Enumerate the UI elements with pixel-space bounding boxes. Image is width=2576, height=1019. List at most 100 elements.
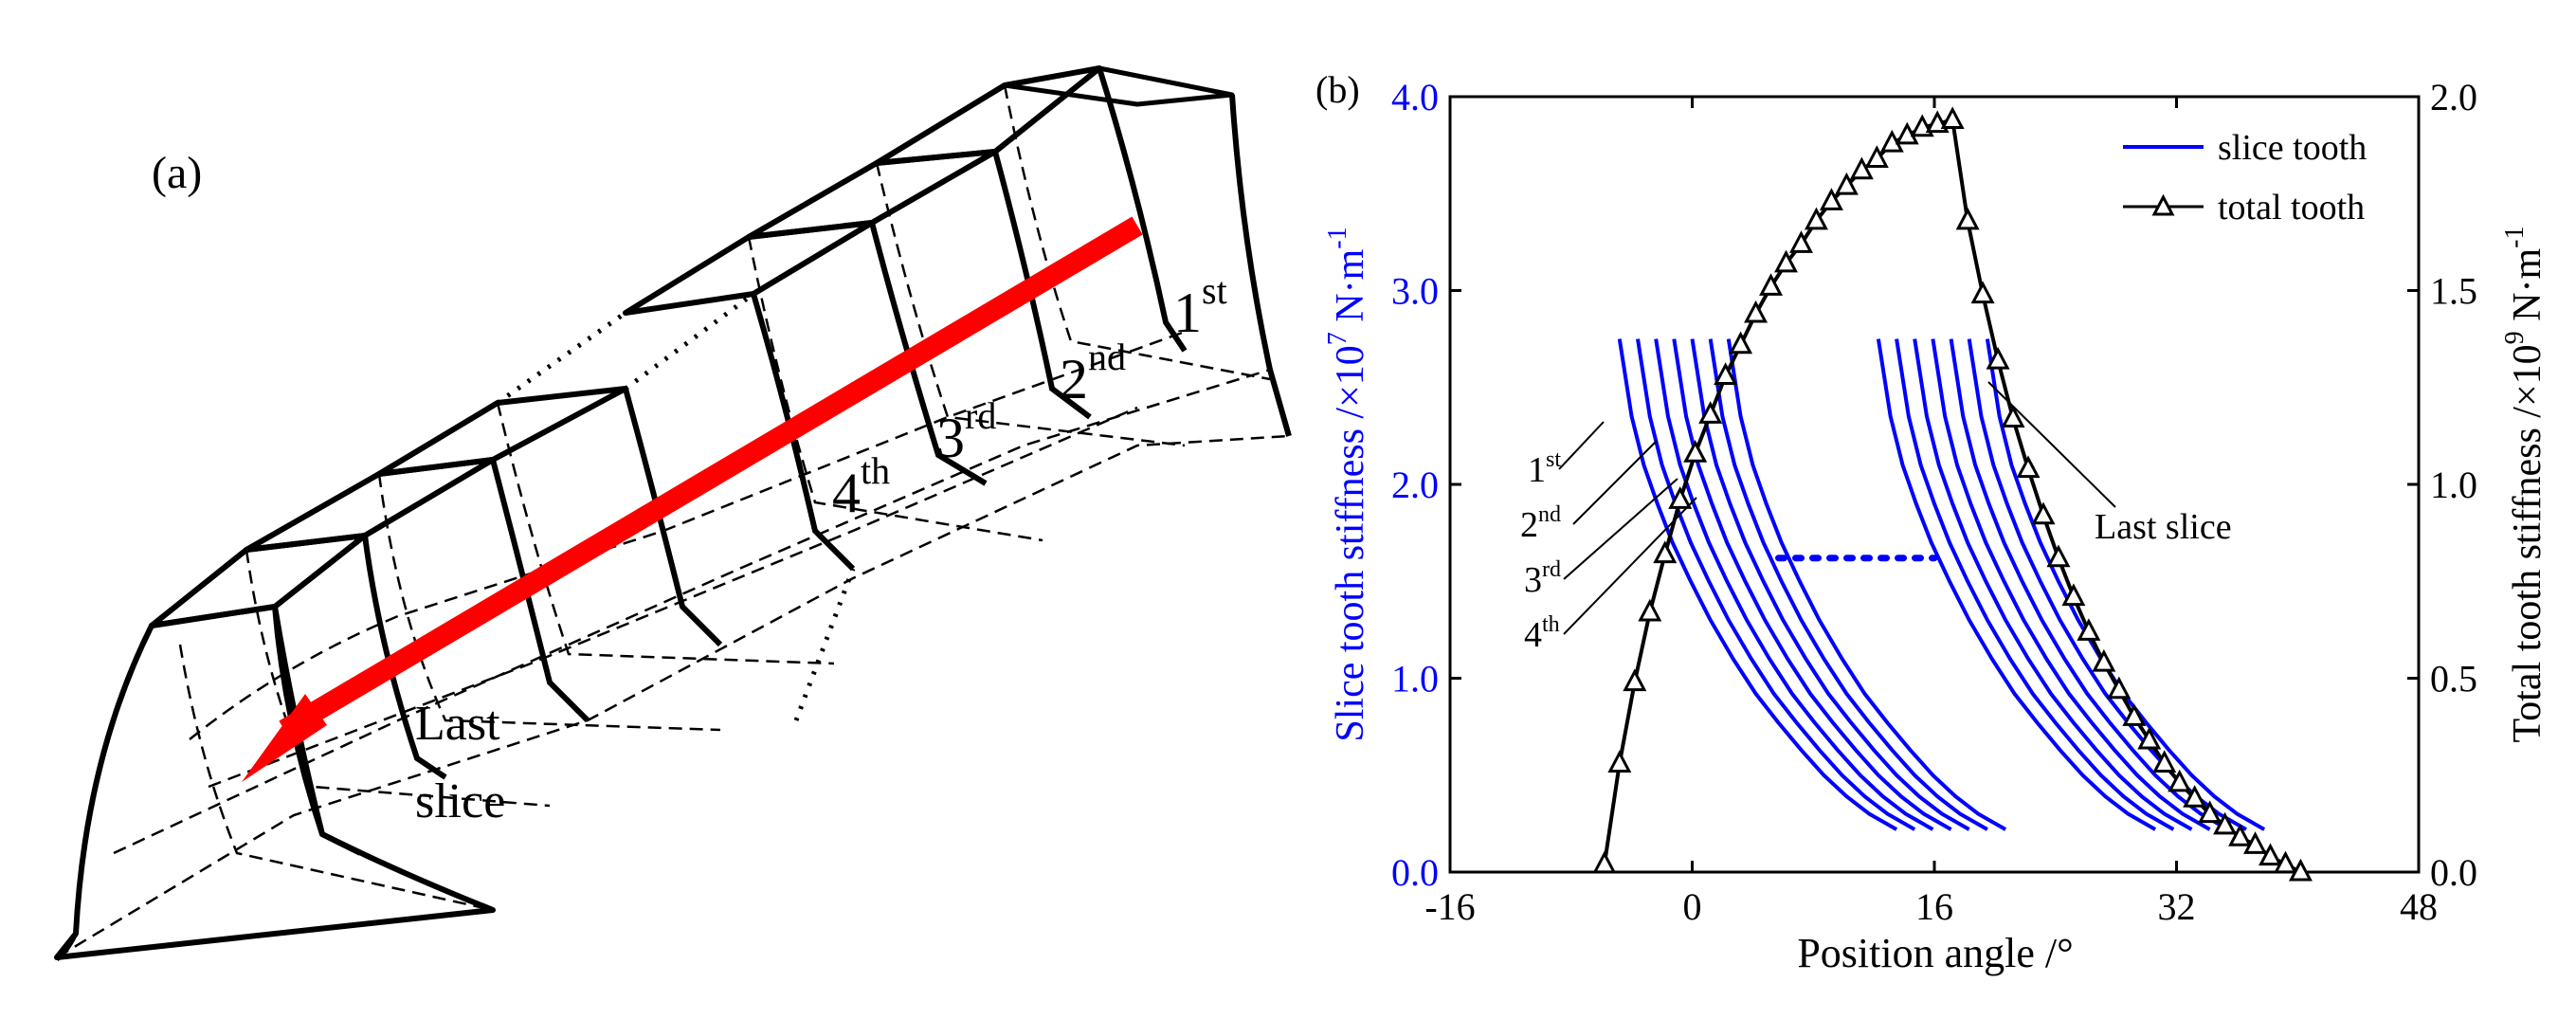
panel-b-label: (b) [1315,68,1360,111]
slice-curve-g1-3 [1654,338,1934,831]
total-point [1940,106,1965,130]
total-point [2122,703,2147,726]
total-point [1759,273,1784,296]
slice-curve-g2-4 [1931,338,2211,831]
total-point [1638,598,1662,622]
hidden-lines [56,84,1290,959]
root-curve [55,932,79,962]
gap-dots [496,291,856,721]
y2-tick-label: 0.5 [2430,658,2477,701]
y2-tick-label: 1.5 [2430,270,2477,313]
total-point [2001,405,2025,428]
slice-ordinal-labels: 1st 2nd 3rd 4th [832,269,1227,524]
y-tick-label: 0.0 [1391,851,1439,894]
slice-curve-g1-2 [1636,338,1916,831]
slice-label-2: 2nd [1060,336,1126,410]
total-point [1683,440,1708,463]
x-tick-label: 16 [1915,885,1953,928]
total-point [1849,156,1874,180]
annotation-leader-last [1987,381,2116,508]
total-point [1804,207,1828,230]
total-point [1955,207,1980,230]
total-point [1623,668,1647,692]
panel-a-label: (a) [152,148,202,198]
x-tick-label: -16 [1424,885,1475,928]
slice-curve-g1-6 [1708,338,1988,831]
tooth-outline [54,65,1292,960]
total-tooth-curve [1592,106,2313,882]
total-point [1714,362,1738,385]
annotation-last-slice: Last slice [2095,507,2232,547]
total-point [2031,501,2056,525]
total-point [2137,726,2162,750]
last-slice-label-line1: Last [415,697,500,751]
slice-label-1: 1st [1173,269,1227,344]
slice-curve-g1-7 [1726,338,2007,831]
total-point [2046,544,2071,568]
total-point [2198,800,2222,824]
total-point [1744,300,1769,323]
total-point [1774,249,1798,273]
annotation-3: 3rd [1524,557,1561,600]
slice-curve-g1-5 [1690,338,1970,831]
total-point [2213,811,2238,835]
total-point [1653,540,1678,564]
total-point [2183,785,2207,808]
total-point [1819,188,1843,210]
legend-label-slice: slice tooth [2218,128,2367,168]
slice-curve-g2-7 [1985,338,2266,831]
annotation-leader-2 [1572,440,1658,525]
total-point [2228,823,2253,846]
total-point [1864,145,1889,168]
x-axis-title: Position angle /° [1797,930,2073,976]
slice-label-4: 4th [832,449,890,524]
slice-label-3: 3rd [936,394,996,469]
total-point [1607,750,1632,773]
y-axis-title: Slice tooth stiffness /×107 N·m-1 [1323,227,1372,741]
total-point [1986,346,2010,370]
total-point [2168,769,2192,792]
slice-curve-g2-5 [1949,338,2229,831]
axis-ticks: -16 0 16 32 480.01.02.03.04.00.00.51.01.52.0 [1391,76,2477,928]
y2-tick-label: 2.0 [2430,76,2477,118]
y-tick-label: 1.0 [1391,658,1439,701]
total-point [2243,831,2268,854]
slice-direction-arrow [242,216,1143,782]
annotation-1: 1st [1528,447,1561,490]
annotation-leader-3 [1563,478,1678,580]
total-point [2016,455,2041,479]
total-point [2152,750,2177,773]
total-point [1834,172,1859,195]
slice-curve-g1-1 [1617,338,1898,831]
total-point [2092,648,2116,672]
slice-curve-g2-1 [1876,338,2157,831]
y2-tick-label: 0.0 [2430,851,2477,894]
legend-label-total: total tooth [2218,188,2365,227]
total-point [1970,281,1995,304]
arrow-shaft [279,216,1143,739]
annotation-leader-1 [1558,421,1605,470]
total-point [2107,676,2132,700]
y2-axis-title: Total tooth stiffness /×109 N·m-1 [2500,227,2549,743]
panel-b-stiffness-chart: (b) -16 0 16 32 480.01.02.03.04.00.00.51.01.… [1315,68,2549,976]
total-point [2259,843,2282,866]
total-point [1729,331,1753,355]
slice-tooth-curves [1617,338,2266,831]
slice-annotations: 1st 2nd 3rd 4th Last slice [1520,381,2232,655]
total-point [2273,850,2297,874]
total-point [2288,858,2313,882]
x-tick-label: 0 [1683,885,1702,928]
slice-curve-g1-4 [1672,338,1952,831]
y-tick-label: 2.0 [1391,464,1439,506]
total-point [1788,230,1813,253]
total-point [1698,401,1723,424]
arrow-head [242,694,327,782]
annotation-4: 4th [1524,612,1560,655]
legend: slice tooth total tooth [2123,128,2367,227]
last-slice-label-line2: slice [415,774,505,828]
total-point [1668,486,1693,509]
annotation-2: 2nd [1520,502,1561,545]
total-point [1592,850,1617,874]
total-point [2061,583,2086,607]
